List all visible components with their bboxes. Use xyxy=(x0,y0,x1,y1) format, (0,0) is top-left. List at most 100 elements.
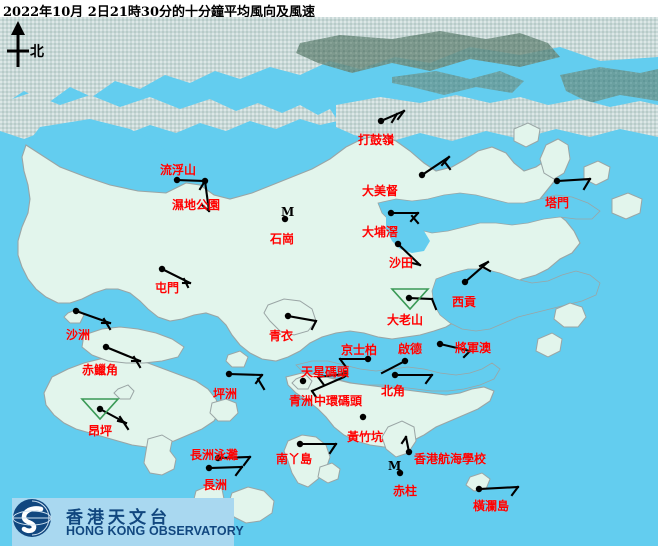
station-label-kings-park[interactable]: 京士柏 xyxy=(341,343,378,357)
station-label-tsing-yi[interactable]: 青衣 xyxy=(269,329,294,343)
station-dot xyxy=(341,370,349,378)
station-label-star-ferry[interactable]: 天星碼頭 xyxy=(301,365,350,379)
station-label-lau-fau-shan[interactable]: 流浮山 xyxy=(160,163,197,177)
station-label-green-island[interactable]: 青洲 xyxy=(289,394,314,408)
wind-barb-wetland-park xyxy=(200,179,211,213)
hko-logo-icon xyxy=(12,499,52,537)
station-dot xyxy=(225,370,233,378)
station-dot xyxy=(418,171,426,179)
station-dot-layer xyxy=(72,117,561,493)
wind-barb-waglan xyxy=(477,485,520,497)
station-label-shek-kong[interactable]: 石崗 xyxy=(270,232,295,246)
station-label-tseung-kwan-o[interactable]: 將軍澳 xyxy=(455,341,492,355)
station-label-sha-tin[interactable]: 沙田 xyxy=(389,256,414,270)
station-label-wetland-park[interactable]: 濕地公園 xyxy=(172,198,221,212)
tap-mun-island xyxy=(539,138,571,180)
wind-barb-cheung-chau-beach xyxy=(216,455,252,467)
station-dot xyxy=(401,357,409,365)
wind-barb-tai-mei-tuk xyxy=(420,155,452,177)
cheung-chau xyxy=(143,434,177,476)
highland-triangle-layer xyxy=(80,288,430,421)
station-dot xyxy=(158,265,166,273)
station-dot xyxy=(405,294,413,302)
station-dot xyxy=(405,448,413,456)
station-dot xyxy=(281,215,289,223)
station-label-chek-lap-kok[interactable]: 赤鱲角 xyxy=(82,363,119,377)
north-label: 北 xyxy=(30,44,44,60)
port-shelter xyxy=(431,268,601,332)
station-dot xyxy=(102,343,110,351)
station-dot xyxy=(377,117,385,125)
station-dot xyxy=(205,464,213,472)
station-dot xyxy=(436,340,444,348)
station-label-cheung-chau[interactable]: 長洲 xyxy=(203,478,228,492)
highland-station-triangle xyxy=(80,398,120,421)
station-label-tai-mei-tuk[interactable]: 大美督 xyxy=(362,184,399,198)
wind-barb-tseung-kwan-o xyxy=(438,342,472,359)
station-label-sai-kung[interactable]: 西貢 xyxy=(452,295,477,309)
map-canvas[interactable]: 北 打鼓嶺 流浮山 濕地公園 M 石崗 大美督 塔門 大埔滘 沙田 屯門 西貢 … xyxy=(0,17,658,546)
wind-barb-central-pier xyxy=(310,375,346,399)
station-label-ta-kwu-ling[interactable]: 打鼓嶺 xyxy=(358,133,395,147)
wind-barb-tap-mun xyxy=(555,177,592,191)
station-dot xyxy=(96,405,104,413)
station-label-wong-chuk-hang[interactable]: 黃竹坑 xyxy=(347,430,384,444)
mainland-hills-3 xyxy=(392,71,524,95)
wind-barb-kings-park xyxy=(338,357,370,369)
station-dot xyxy=(391,371,399,379)
station-label-central-pier[interactable]: 中環碼頭 xyxy=(314,394,363,408)
station-dot xyxy=(394,240,402,248)
station-label-north-point[interactable]: 北角 xyxy=(381,384,406,398)
wind-barb-chek-lap-kok xyxy=(104,345,142,369)
station-label-sha-chau[interactable]: 沙洲 xyxy=(66,328,91,342)
wind-barb-ngong-ping xyxy=(98,407,130,431)
ne-island-c xyxy=(513,122,541,148)
hk-island xyxy=(285,372,495,448)
missing-marker-shek-kong: M xyxy=(281,205,295,219)
wind-barb-star-ferry xyxy=(316,372,347,387)
station-dot xyxy=(461,278,469,286)
hko-logo-panel: 香港天文台 HONG KONG OBSERVATORY xyxy=(12,498,244,546)
mainland-coast-strip xyxy=(336,95,658,143)
station-label-tap-mun[interactable]: 塔門 xyxy=(545,196,570,210)
station-label-cheung-chau-beach[interactable]: 長洲泳灘 xyxy=(190,448,239,462)
mainland-hills xyxy=(296,31,560,73)
misc-island-2 xyxy=(113,384,135,400)
station-dot xyxy=(296,440,304,448)
station-dot xyxy=(553,177,561,185)
wind-barb-sha-chau xyxy=(74,309,112,331)
missing-marker-stanley: M xyxy=(388,459,402,473)
station-label-tai-po-kau[interactable]: 大埔滘 xyxy=(362,225,399,239)
station-label-kai-tak[interactable]: 啟德 xyxy=(398,342,423,356)
page-title: 2022年10月 2日21時30分的十分鐘平均風向及風速 xyxy=(3,5,316,20)
sai-kung-island-b xyxy=(535,332,563,358)
station-label-peng-chau[interactable]: 坪洲 xyxy=(213,387,238,401)
station-dot xyxy=(475,485,483,493)
station-label-waglan-island[interactable]: 橫瀾島 xyxy=(473,499,510,513)
station-label-stanley[interactable]: 赤柱 xyxy=(393,484,418,498)
north-arrow-icon xyxy=(7,21,29,67)
wind-barb-lamma xyxy=(298,442,338,455)
station-dot xyxy=(387,209,395,217)
station-label-tuen-mun[interactable]: 屯門 xyxy=(155,281,180,295)
wind-barb-north-point xyxy=(393,373,434,385)
misc-island-1 xyxy=(225,350,249,368)
station-label-tates-cairn[interactable]: 大老山 xyxy=(387,313,424,327)
station-dot xyxy=(284,312,292,320)
title-bar: 2022年10月 2日21時30分的十分鐘平均風向及風速 xyxy=(0,0,658,20)
wind-barb-kai-tak xyxy=(380,359,407,375)
wind-barb-tai-po-kau xyxy=(389,211,420,225)
station-label-hk-sea-school[interactable]: 香港航海學校 xyxy=(414,452,487,466)
map-graphics xyxy=(0,17,658,546)
station-dot xyxy=(299,377,307,385)
wind-barb-sha-tin xyxy=(396,242,422,267)
peng-chau xyxy=(209,398,239,422)
wind-barb-ta-kwu-ling xyxy=(379,109,406,124)
highland-station-triangle xyxy=(390,288,430,311)
tolo-harbour xyxy=(377,192,601,234)
station-label-lamma-island[interactable]: 南丫島 xyxy=(276,452,313,466)
po-toi xyxy=(317,462,341,484)
station-dot xyxy=(214,454,222,462)
station-label-ngong-ping[interactable]: 昂坪 xyxy=(88,424,113,438)
